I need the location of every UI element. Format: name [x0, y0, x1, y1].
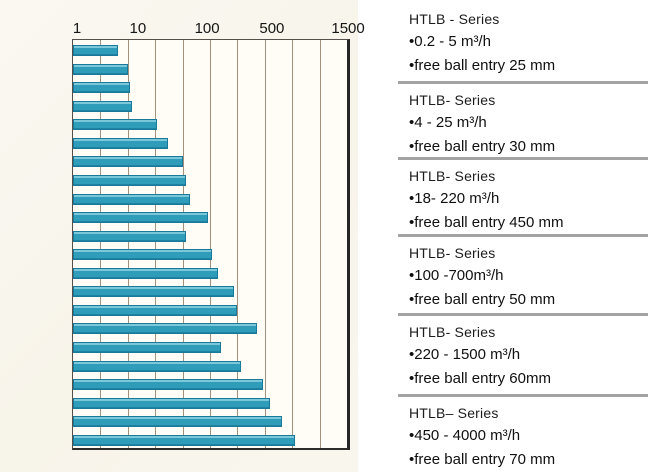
flow-range-bar — [73, 193, 190, 205]
series-flow-range: •450 - 4000 m³/h — [409, 427, 521, 444]
x-axis-tick-label: 100 — [194, 20, 220, 37]
flow-range-bar — [73, 434, 295, 446]
x-axis-tick-label: 500 — [259, 20, 285, 37]
x-axis-tick-label: 10 — [129, 20, 147, 37]
flow-range-bar — [73, 174, 186, 186]
gridline — [155, 40, 157, 448]
gridline — [100, 40, 102, 448]
series-ball-entry: •free ball entry 60mm — [409, 370, 551, 387]
flow-range-chart: 1 10 100 500 1500 — [0, 0, 365, 472]
flow-range-bar — [73, 304, 238, 316]
series-title: HTLB - Series — [409, 11, 500, 27]
gridline — [292, 40, 294, 448]
series-block: HTLB- Series •100 -700m³/h •free ball en… — [398, 234, 648, 313]
series-ball-entry: •free ball entry 30 mm — [409, 138, 556, 155]
flow-range-bar — [73, 156, 183, 168]
gridline — [127, 40, 129, 448]
x-axis-tick-label: 1500 — [331, 20, 365, 37]
flow-range-bar — [73, 360, 241, 372]
gridline — [237, 40, 239, 448]
flow-range-bar — [73, 230, 186, 242]
series-flow-range: •4 - 25 m³/h — [409, 114, 487, 131]
series-block: HTLB- Series •18- 220 m³/h •free ball en… — [398, 157, 648, 234]
series-flow-range: •220 - 1500 m³/h — [409, 346, 521, 363]
series-flow-range: •18- 220 m³/h — [409, 190, 500, 207]
flow-range-bar — [73, 397, 270, 409]
bars-layer — [73, 40, 347, 448]
gridline — [182, 40, 184, 448]
flow-range-bar — [73, 82, 130, 94]
gridline — [319, 40, 321, 448]
plot-area — [72, 39, 350, 450]
flow-range-bar — [73, 416, 282, 428]
series-ball-entry: •free ball entry 450 mm — [409, 214, 564, 231]
series-title: HTLB– Series — [409, 405, 499, 421]
series-block: HTLB- Series •4 - 25 m³/h •free ball ent… — [398, 81, 648, 157]
series-title: HTLB- Series — [409, 92, 496, 108]
flow-range-bar — [73, 249, 212, 261]
flow-range-bar — [73, 119, 157, 131]
flow-range-bar — [73, 286, 234, 298]
flow-range-bar — [73, 137, 169, 149]
series-ball-entry: •free ball entry 50 mm — [409, 291, 556, 308]
series-title: HTLB- Series — [409, 168, 496, 184]
series-block: HTLB - Series •0.2 - 5 m³/h •free ball e… — [398, 0, 648, 81]
series-info-panel: HTLB - Series •0.2 - 5 m³/h •free ball e… — [398, 0, 648, 472]
flow-range-bar — [73, 212, 209, 224]
series-block: HTLB– Series •450 - 4000 m³/h •free ball… — [398, 394, 648, 472]
series-flow-range: •100 -700m³/h — [409, 267, 504, 284]
flow-range-bar — [73, 267, 219, 279]
series-block: HTLB- Series •220 - 1500 m³/h •free ball… — [398, 313, 648, 394]
flow-range-bar — [73, 63, 128, 75]
flow-range-bar — [73, 100, 132, 112]
series-title: HTLB- Series — [409, 245, 496, 261]
flow-range-bar — [73, 323, 257, 335]
x-axis-tick-label: 1 — [72, 20, 82, 37]
gridline — [264, 40, 266, 448]
flow-range-bar — [73, 45, 119, 56]
flow-range-bar — [73, 379, 264, 391]
series-ball-entry: •free ball entry 25 mm — [409, 57, 556, 74]
gridline — [210, 40, 211, 448]
series-ball-entry: •free ball entry 70 mm — [409, 451, 556, 468]
series-flow-range: •0.2 - 5 m³/h — [409, 33, 491, 50]
gridlines-layer — [73, 40, 347, 448]
series-title: HTLB- Series — [409, 324, 496, 340]
flow-range-bar — [73, 342, 221, 353]
x-axis-labels: 1 10 100 500 1500 — [72, 20, 365, 37]
